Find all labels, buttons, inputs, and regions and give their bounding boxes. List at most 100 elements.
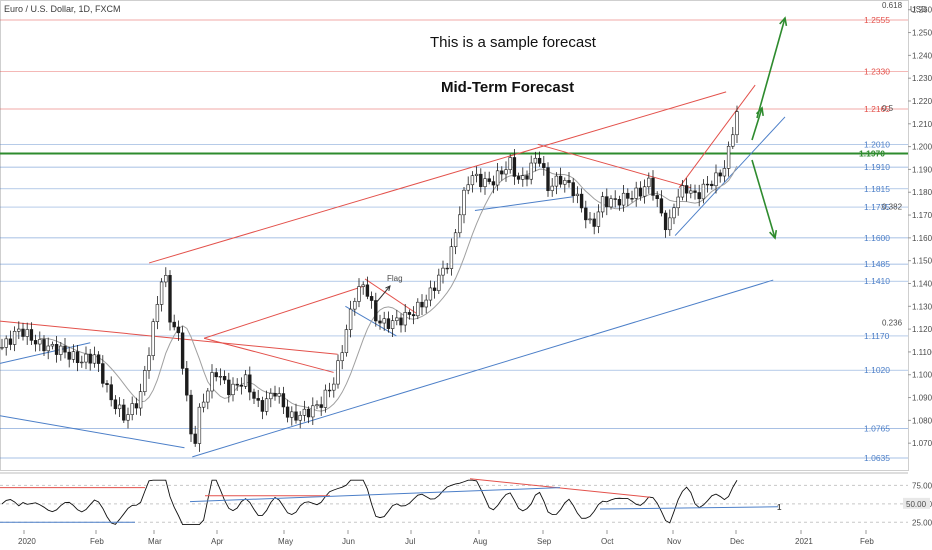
candle-body <box>130 403 134 415</box>
forecast-subheading: Mid-Term Forecast <box>441 79 574 96</box>
candle-body <box>214 372 218 378</box>
candle-body <box>437 274 441 291</box>
resistance-trendline <box>203 285 366 339</box>
resistance-trendline <box>678 84 756 188</box>
candle-body <box>185 368 189 396</box>
candle-body <box>365 284 370 297</box>
currency-label: USD <box>910 5 927 14</box>
candle-body <box>248 374 252 393</box>
candle-body <box>277 393 281 397</box>
candle-body <box>416 301 420 317</box>
candle-body <box>470 175 475 186</box>
candle-body <box>59 345 63 355</box>
candle-body <box>143 370 147 392</box>
candle-body <box>222 376 227 381</box>
candle-body <box>596 211 601 227</box>
candle-body <box>357 286 361 302</box>
candle-body <box>399 317 403 326</box>
candle-body <box>605 196 609 208</box>
candle-body <box>441 267 445 276</box>
oscillator-marker: 1 <box>777 503 782 512</box>
y-tick-label: 1.21000 <box>912 120 932 129</box>
y-tick-label: 1.24000 <box>912 51 932 60</box>
candle-body <box>80 361 84 364</box>
candle-body <box>336 360 340 385</box>
candle-body <box>17 328 21 332</box>
price-level-label: 1.2330 <box>864 66 890 76</box>
candle-body <box>269 393 273 400</box>
candle-body <box>680 185 685 198</box>
fib-label: 0.618 <box>882 1 903 10</box>
candle-body <box>235 383 239 386</box>
candle-body <box>630 198 634 200</box>
oscillator-tick-label: 75.00 <box>912 481 932 490</box>
resistance-trendline <box>364 278 417 314</box>
candle-body <box>206 390 210 403</box>
candle-body <box>546 167 550 191</box>
candle-body <box>407 312 412 315</box>
candles <box>0 105 739 452</box>
candle-body <box>105 383 109 385</box>
candle-body <box>33 340 38 345</box>
y-tick-label: 1.16000 <box>912 234 932 243</box>
candle-body <box>613 198 617 200</box>
candle-body <box>227 379 231 396</box>
resistance-trendline <box>537 143 691 189</box>
candle-body <box>508 157 512 170</box>
candle-body <box>693 190 697 193</box>
candle-body <box>134 403 139 409</box>
candle-body <box>8 338 13 345</box>
candle-body <box>642 186 647 197</box>
symbol-title: Euro / U.S. Dollar, 1D, FXCM <box>4 4 121 14</box>
candle-body <box>369 296 374 301</box>
candle-body <box>668 217 672 231</box>
candle-body <box>172 321 176 328</box>
candle-body <box>378 320 382 324</box>
candle-body <box>21 328 25 337</box>
candle-body <box>63 345 67 353</box>
x-tick-label: Feb <box>90 537 104 546</box>
y-tick-label: 1.25000 <box>912 29 932 38</box>
price-level-label: 1.1815 <box>864 184 890 194</box>
candle-body <box>285 406 290 418</box>
candle-body <box>731 134 735 147</box>
candle-body <box>323 389 328 408</box>
candle-body <box>327 389 332 392</box>
price-level-label: 1.1735 <box>864 202 890 212</box>
candle-body <box>311 405 315 418</box>
candle-body <box>201 401 206 408</box>
candle-body <box>638 187 643 197</box>
candle-body <box>25 329 29 337</box>
candle-body <box>533 157 538 164</box>
y-tick-label: 1.26000 <box>912 6 932 15</box>
candle-body <box>4 338 8 348</box>
candle-body <box>260 400 265 412</box>
y-tick-label: 1.14000 <box>912 279 932 288</box>
candle-body <box>42 339 46 352</box>
support-trendline <box>674 116 786 236</box>
candle-body <box>726 145 731 169</box>
candle-body <box>474 173 479 176</box>
candle-body <box>88 353 92 364</box>
candle-body <box>651 177 655 196</box>
candle-body <box>542 163 546 168</box>
y-tick-label: 1.23000 <box>912 74 932 83</box>
forecast-arrow-shaft <box>756 17 786 119</box>
candle-body <box>75 351 80 364</box>
candle-body <box>458 214 462 234</box>
x-tick-label: May <box>278 537 293 546</box>
candle-body <box>38 339 42 345</box>
price-level-label: 1.1410 <box>864 276 890 286</box>
candle-body <box>12 330 17 345</box>
y-tick-label: 1.15000 <box>912 257 932 266</box>
x-tick-label: Apr <box>211 537 224 546</box>
candle-body <box>126 414 130 421</box>
candle-body <box>521 175 525 180</box>
candle-body <box>71 351 76 360</box>
candle-body <box>512 157 517 177</box>
candle-body <box>554 175 559 187</box>
candle-body <box>579 193 584 209</box>
